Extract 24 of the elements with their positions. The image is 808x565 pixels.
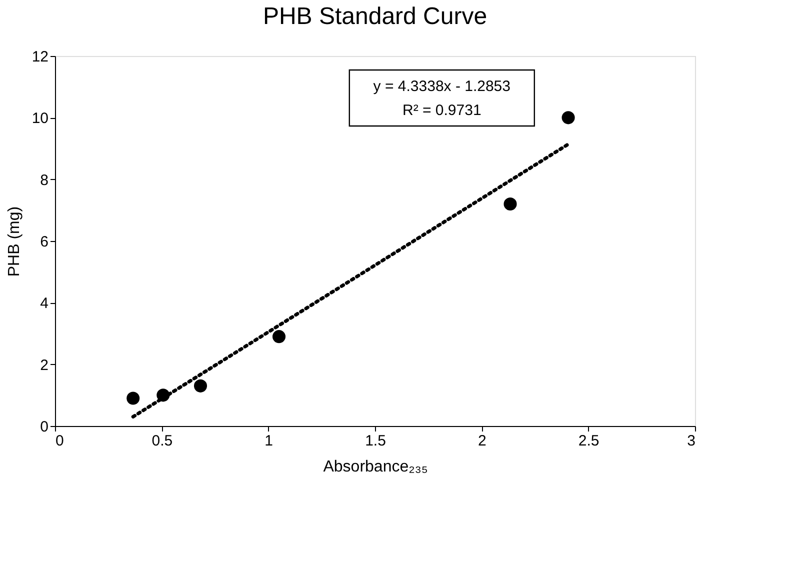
x-tick-label: 1.5 <box>365 432 386 450</box>
x-axis-title: Absorbance₂₃₅ <box>323 458 428 476</box>
y-tick-label: 0 <box>40 418 48 436</box>
y-tick-label: 8 <box>40 172 48 189</box>
point <box>272 330 286 344</box>
y-tick-label: 10 <box>32 110 48 128</box>
point <box>194 379 208 392</box>
point <box>562 111 575 124</box>
point <box>126 392 140 405</box>
y-axis-title: PHB (mg) <box>6 206 23 277</box>
y-tick-label: 4 <box>40 295 48 312</box>
annotation: y = 4.3338x - 1.2853 <box>373 78 510 95</box>
y-tick-label: 6 <box>40 234 48 250</box>
x-tick-label: 1 <box>264 432 274 450</box>
y-tick-label: 2 <box>40 356 48 374</box>
x-tick-label: 0 <box>56 432 64 450</box>
x-tick-label: 0.5 <box>152 432 173 450</box>
y-tick-label: 12 <box>32 48 48 66</box>
x-tick-label: 2.5 <box>578 432 600 450</box>
x-tick-label: 3 <box>687 432 696 450</box>
point <box>504 197 517 211</box>
annotation: R² = 0.9731 <box>402 102 482 119</box>
x-tick-label: 2 <box>478 432 486 450</box>
chart-title: PHB Standard Curve <box>262 3 488 30</box>
